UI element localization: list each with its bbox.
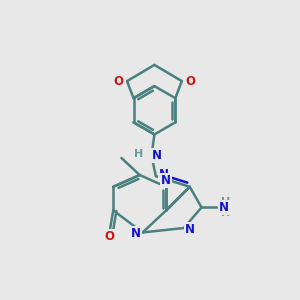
Text: O: O [105,230,115,243]
Text: O: O [113,75,124,88]
Text: H: H [134,149,143,159]
Text: N: N [219,201,229,214]
Text: N: N [131,227,141,240]
Text: N: N [152,149,161,162]
Text: O: O [185,75,195,88]
Text: H: H [221,197,230,207]
Text: N: N [159,168,169,181]
Text: N: N [161,174,171,187]
Text: H: H [221,208,230,218]
Text: N: N [185,223,195,236]
